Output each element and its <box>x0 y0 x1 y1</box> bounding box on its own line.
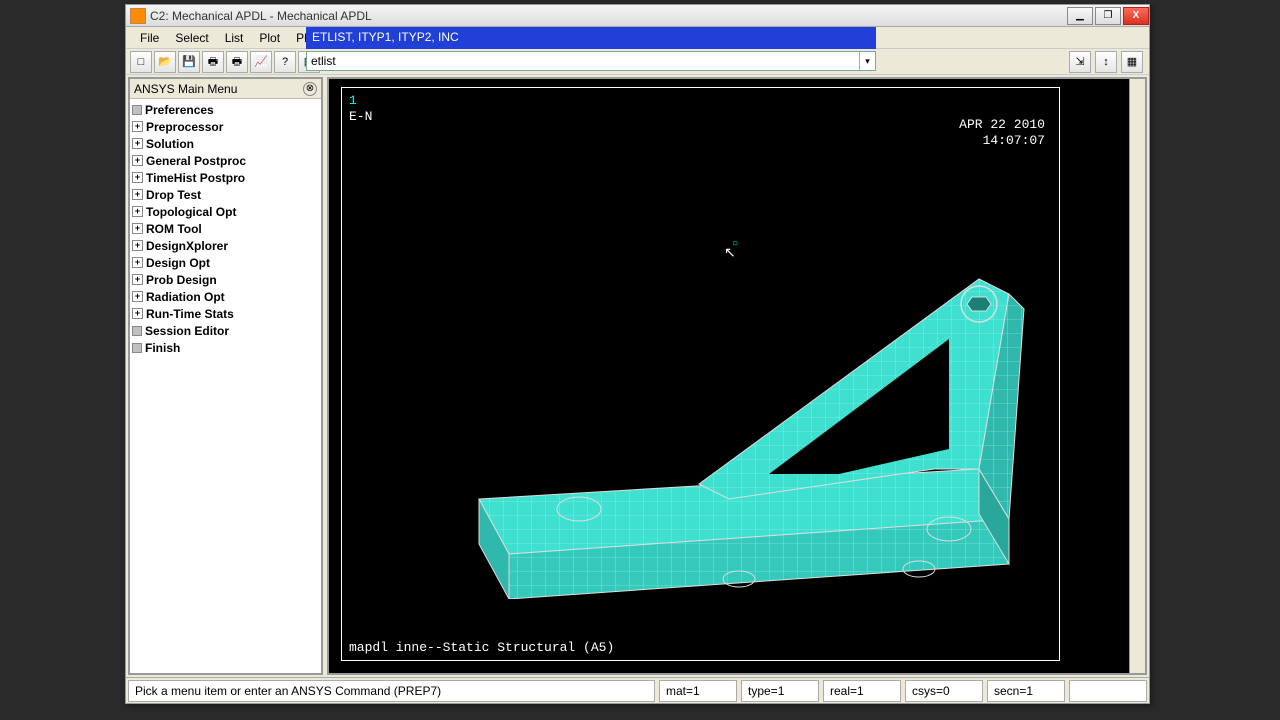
tool-save-icon[interactable]: 💾 <box>178 51 200 73</box>
tool-plot-icon[interactable]: 📈 <box>250 51 272 73</box>
expand-icon[interactable]: + <box>132 206 143 217</box>
leaf-icon <box>132 326 142 336</box>
expand-icon[interactable]: + <box>132 121 143 132</box>
menu-bar: File Select List Plot PlotCtrls ETLIST, … <box>126 27 1149 49</box>
tree-item-design-opt[interactable]: +Design Opt <box>132 254 319 271</box>
tool-print-icon[interactable]: 🖶 <box>202 51 224 73</box>
graphics-frame-number: 1 <box>349 93 357 108</box>
tree-item-label: General Postproc <box>146 154 246 168</box>
expand-icon[interactable]: + <box>132 240 143 251</box>
menu-select[interactable]: Select <box>167 29 216 47</box>
main-menu-title: ANSYS Main Menu <box>134 82 237 96</box>
window-title: C2: Mechanical APDL - Mechanical APDL <box>150 9 1065 23</box>
tree-item-general-postproc[interactable]: +General Postproc <box>132 152 319 169</box>
tool-open-icon[interactable]: 📂 <box>154 51 176 73</box>
close-button[interactable]: X <box>1123 7 1149 25</box>
tree-item-finish[interactable]: Finish <box>132 339 319 356</box>
main-menu-tree: Preferences+Preprocessor+Solution+Genera… <box>130 99 321 673</box>
mesh-model <box>419 179 1039 599</box>
tree-item-session-editor[interactable]: Session Editor <box>132 322 319 339</box>
tool-new-icon[interactable]: □ <box>130 51 152 73</box>
graphics-caption: mapdl inne--Static Structural (A5) <box>349 640 614 655</box>
graphics-viewport[interactable]: 1 E-N APR 22 2010 14:07:07 <box>327 77 1147 675</box>
tree-item-label: Design Opt <box>146 256 210 270</box>
tool-print2-icon[interactable]: 🖶 <box>226 51 248 73</box>
tree-item-drop-test[interactable]: +Drop Test <box>132 186 319 203</box>
tree-item-preferences[interactable]: Preferences <box>132 101 319 118</box>
tree-item-label: Solution <box>146 137 194 151</box>
leaf-icon <box>132 105 142 115</box>
menu-plot[interactable]: Plot <box>251 29 288 47</box>
leaf-icon <box>132 343 142 353</box>
tree-item-run-time-stats[interactable]: +Run-Time Stats <box>132 305 319 322</box>
status-mat: mat=1 <box>659 680 737 702</box>
tool-right3-icon[interactable]: ▦ <box>1121 51 1143 73</box>
main-menu-close-icon[interactable]: ⊗ <box>303 82 317 96</box>
expand-icon[interactable]: + <box>132 172 143 183</box>
tree-item-prob-design[interactable]: +Prob Design <box>132 271 319 288</box>
status-secn: secn=1 <box>987 680 1065 702</box>
tree-item-designxplorer[interactable]: +DesignXplorer <box>132 237 319 254</box>
expand-icon[interactable]: + <box>132 138 143 149</box>
status-prompt: Pick a menu item or enter an ANSYS Comma… <box>128 680 655 702</box>
status-type: type=1 <box>741 680 819 702</box>
tree-item-topological-opt[interactable]: +Topological Opt <box>132 203 319 220</box>
app-window: C2: Mechanical APDL - Mechanical APDL ▁ … <box>125 4 1150 704</box>
toolbar: □ 📂 💾 🖶 🖶 📈 ? ▦ ▾ ⇲ ↕ ▦ <box>126 49 1149 75</box>
expand-icon[interactable]: + <box>132 155 143 166</box>
tree-item-label: Topological Opt <box>146 205 236 219</box>
command-input-container: ▾ <box>306 51 876 71</box>
menu-file[interactable]: File <box>132 29 167 47</box>
tool-help-icon[interactable]: ? <box>274 51 296 73</box>
expand-icon[interactable]: + <box>132 308 143 319</box>
tool-right1-icon[interactable]: ⇲ <box>1069 51 1091 73</box>
command-dropdown-icon[interactable]: ▾ <box>859 52 875 70</box>
tree-item-label: Preprocessor <box>146 120 223 134</box>
status-csys: csys=0 <box>905 680 983 702</box>
command-hint-banner: ETLIST, ITYP1, ITYP2, INC <box>306 27 876 49</box>
graphics-scrollbar[interactable] <box>1129 79 1145 673</box>
main-menu-panel: ANSYS Main Menu ⊗ Preferences+Preprocess… <box>128 77 323 675</box>
status-blank <box>1069 680 1147 702</box>
status-real: real=1 <box>823 680 901 702</box>
tree-item-label: Finish <box>145 341 180 355</box>
tree-item-timehist-postpro[interactable]: +TimeHist Postpro <box>132 169 319 186</box>
expand-icon[interactable]: + <box>132 223 143 234</box>
menu-list[interactable]: List <box>217 29 252 47</box>
expand-icon[interactable]: + <box>132 291 143 302</box>
expand-icon[interactable]: + <box>132 257 143 268</box>
tree-item-label: Run-Time Stats <box>146 307 234 321</box>
tree-item-label: Drop Test <box>146 188 201 202</box>
command-input[interactable] <box>307 54 859 68</box>
main-menu-header: ANSYS Main Menu ⊗ <box>130 79 321 99</box>
graphics-mode-label: E-N <box>349 109 372 124</box>
status-bar: Pick a menu item or enter an ANSYS Comma… <box>126 677 1149 703</box>
maximize-button[interactable]: ❐ <box>1095 7 1121 25</box>
tree-item-label: Prob Design <box>146 273 217 287</box>
app-icon <box>130 8 146 24</box>
tool-right2-icon[interactable]: ↕ <box>1095 51 1117 73</box>
expand-icon[interactable]: + <box>132 274 143 285</box>
main-area: ANSYS Main Menu ⊗ Preferences+Preprocess… <box>126 75 1149 677</box>
tree-item-label: ROM Tool <box>146 222 202 236</box>
tree-item-radiation-opt[interactable]: +Radiation Opt <box>132 288 319 305</box>
tree-item-label: Preferences <box>145 103 214 117</box>
title-bar[interactable]: C2: Mechanical APDL - Mechanical APDL ▁ … <box>126 5 1149 27</box>
tree-item-label: TimeHist Postpro <box>146 171 245 185</box>
graphics-time: 14:07:07 <box>983 133 1045 148</box>
tree-item-solution[interactable]: +Solution <box>132 135 319 152</box>
graphics-date: APR 22 2010 <box>959 117 1045 132</box>
tree-item-label: DesignXplorer <box>146 239 228 253</box>
minimize-button[interactable]: ▁ <box>1067 7 1093 25</box>
tree-item-rom-tool[interactable]: +ROM Tool <box>132 220 319 237</box>
expand-icon[interactable]: + <box>132 189 143 200</box>
tree-item-label: Radiation Opt <box>146 290 225 304</box>
tree-item-preprocessor[interactable]: +Preprocessor <box>132 118 319 135</box>
tree-item-label: Session Editor <box>145 324 229 338</box>
